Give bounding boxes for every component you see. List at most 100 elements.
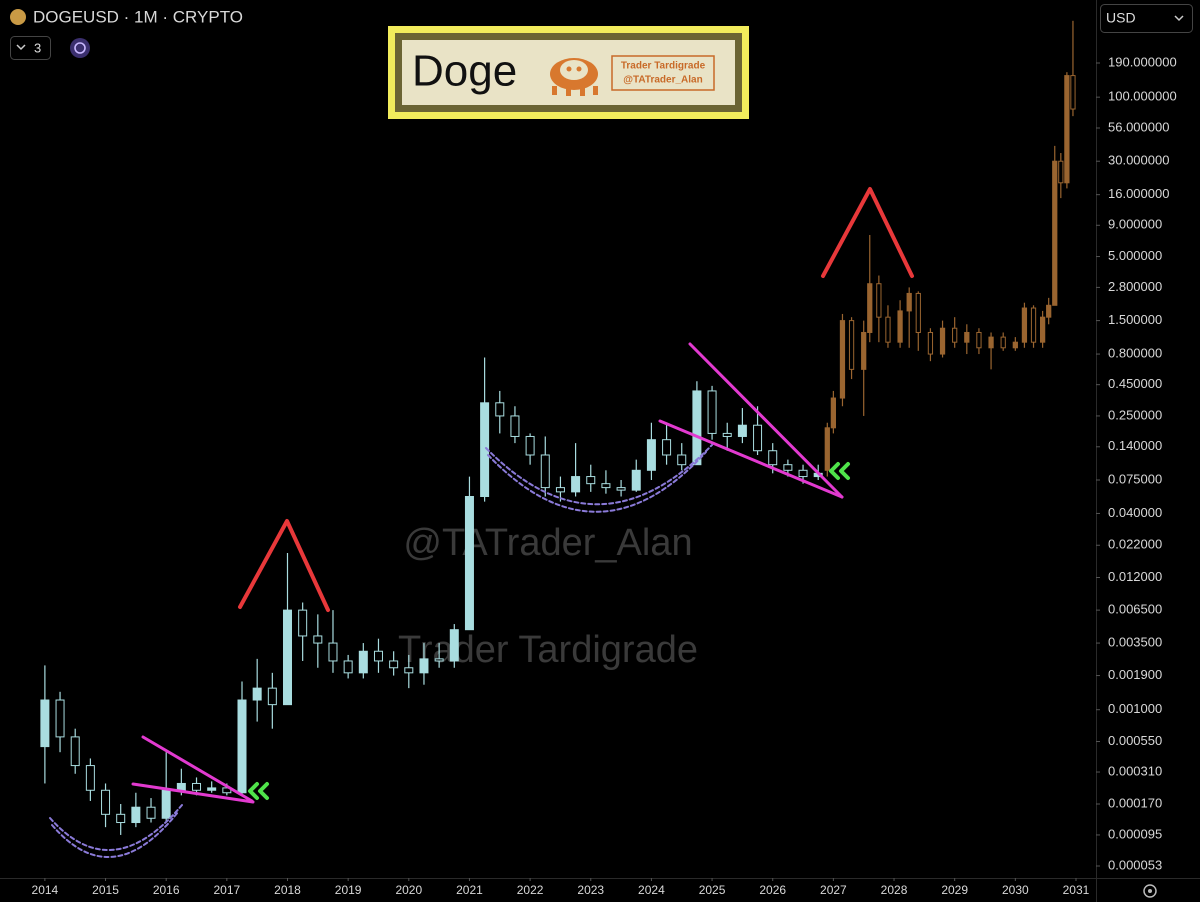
settings-button[interactable] [1143,884,1157,898]
cup-arc [485,444,713,506]
candle-body [85,765,95,791]
banner-title: Doge [412,47,517,96]
candle-body [434,658,444,662]
candle-body [540,454,550,489]
candle-body [313,635,323,644]
candle-body [282,609,292,706]
candle-body [176,782,186,791]
candle-body [101,789,111,815]
logo-leg [593,86,598,95]
logo-leg [566,88,571,96]
candle-body [867,283,873,333]
logo-leg [552,86,557,95]
plot-area [40,20,1076,835]
peak-marker [238,519,330,612]
candle-body [798,469,808,478]
y-tick-label: 30.000000 [1108,153,1169,168]
candle-body [1052,160,1058,306]
candle-body [586,476,596,485]
indicator-toggle[interactable] [10,36,51,60]
y-tick-label: 0.800000 [1108,345,1162,360]
candle-body [358,650,368,674]
x-tick-label: 2016 [153,883,180,897]
candle-body [824,427,830,471]
candle-body [1040,316,1046,343]
cup-arc [49,804,183,851]
candle-body [70,736,80,767]
candle-body [976,331,982,349]
symbol-title[interactable]: DOGEUSD · 1M · CRYPTO [33,7,243,26]
watermark: Trader Tardigrade [398,629,698,671]
candle-body [419,658,429,674]
watermarks: @TATrader_Alan Trader Tardigrade [398,522,698,671]
y-tick-label: 100.000000 [1108,89,1177,104]
candle-body [192,782,202,791]
candle-body [55,699,65,738]
chevron-down [1174,15,1184,22]
x-tick-label: 2021 [456,883,483,897]
candle-body [146,806,156,819]
y-tick-label: 0.000310 [1108,763,1162,778]
candle-body [952,327,958,343]
currency-select[interactable] [1100,4,1193,33]
candle-body [927,331,934,355]
candle-body [389,660,399,669]
y-tick-label: 2.800000 [1108,279,1162,294]
chevron [258,782,269,800]
y-tick-label: 0.003500 [1108,634,1162,649]
x-tick-label: 2030 [1002,883,1029,897]
peak-marker [821,187,914,278]
y-tick-label: 0.022000 [1108,537,1162,552]
candle-body [830,397,836,429]
annotations [49,187,914,858]
y-tick-label: 0.000170 [1108,795,1162,810]
refresh-button[interactable] [70,38,90,58]
candle-body [525,435,535,456]
candle-body [131,806,141,824]
x-tick-label: 2025 [699,883,726,897]
candle-body [449,629,459,662]
y-tick-label: 0.140000 [1108,438,1162,453]
x-tick-label: 2024 [638,883,665,897]
chevron [829,462,840,480]
y-tick-label: 9.000000 [1108,217,1162,232]
candle-body [464,496,474,631]
candle-body [753,424,763,452]
candle-body [601,483,611,489]
toolbar: DOGEUSD · 1M · CRYPTO 3 USD [10,4,1193,898]
candle-body [737,424,747,437]
candle-body [662,439,672,456]
x-tick-label: 2029 [941,883,968,897]
y-tick-label: 0.000053 [1108,857,1162,872]
cup-arc [487,451,707,513]
y-tick-label: 0.001000 [1108,701,1162,716]
candle-body [510,415,520,437]
candle-body [328,642,338,662]
symbol-icon[interactable] [10,9,26,25]
candle-body [988,336,994,349]
candle-body [768,450,778,466]
candle-body [1064,75,1070,184]
candle-body [207,787,217,791]
logo-eye [566,66,572,72]
banner-line: Trader Tardigrade [621,61,706,72]
candle-body [839,320,846,399]
logo-face [560,60,588,80]
candle-body [1000,336,1006,349]
candle-body [267,687,277,706]
y-tick-label: 5.000000 [1108,248,1162,263]
candle-body [252,687,262,701]
currency-label: USD [1106,10,1136,26]
y-tick-label: 0.000550 [1108,733,1162,748]
x-tick-label: 2023 [577,883,604,897]
candle-body [876,283,882,318]
banner-line: @TATrader_Alan [623,75,702,86]
trend-line [688,342,844,499]
candle-body [707,390,717,434]
candle-body [1030,307,1037,343]
y-tick-label: 0.040000 [1108,505,1162,520]
y-tick-label: 0.006500 [1108,602,1162,617]
candle-body [915,292,921,333]
